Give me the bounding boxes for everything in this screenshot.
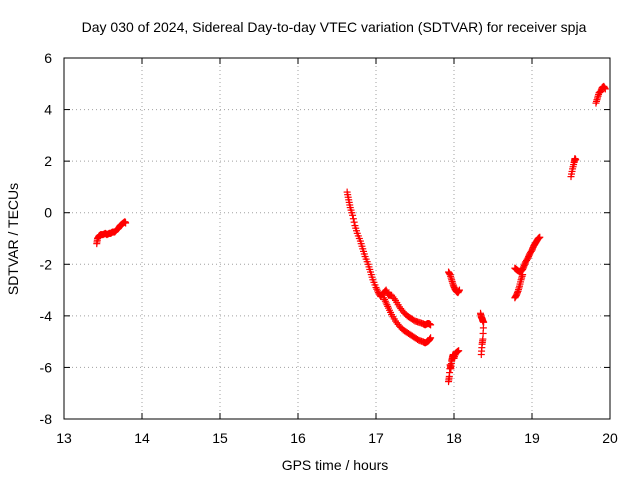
data-point: [349, 211, 357, 219]
chart-title: Day 030 of 2024, Sidereal Day-to-day VTE…: [82, 19, 587, 35]
data-point: [373, 285, 381, 293]
data-point: [427, 321, 435, 329]
data-point: [381, 297, 389, 305]
data-point: [383, 301, 391, 309]
y-tick-label: -8: [40, 411, 53, 427]
data-point: [455, 347, 463, 355]
data-point: [374, 287, 382, 295]
data-point: [572, 156, 580, 164]
data-points: [93, 82, 609, 386]
data-point: [455, 286, 463, 294]
axis-ticks: [63, 57, 611, 420]
x-tick-label: 14: [134, 430, 150, 446]
data-point: [372, 283, 380, 291]
x-tick-label: 18: [446, 430, 462, 446]
y-tick-labels: -8 -6 -4 -2 0 2 4 6: [40, 50, 53, 427]
x-tick-labels: 13 14 15 16 17 18 19 20: [56, 430, 618, 446]
grid-lines: [64, 58, 610, 419]
x-tick-label: 20: [602, 430, 618, 446]
y-axis-label: SDTVAR / TECUs: [5, 183, 21, 295]
data-point: [390, 295, 398, 303]
data-point: [382, 299, 390, 307]
x-tick-label: 16: [290, 430, 306, 446]
y-tick-label: 2: [44, 153, 52, 169]
data-point: [384, 302, 392, 310]
plot-frame: [63, 57, 611, 420]
y-tick-label: 6: [44, 50, 52, 66]
data-point: [122, 219, 130, 227]
data-point: [601, 85, 609, 93]
x-tick-label: 17: [368, 430, 384, 446]
x-tick-label: 15: [212, 430, 228, 446]
data-point: [477, 351, 485, 359]
data-point: [536, 233, 544, 241]
x-axis-label: GPS time / hours: [282, 457, 389, 473]
data-point: [382, 286, 390, 294]
data-point: [381, 296, 389, 304]
data-point: [427, 334, 435, 342]
data-point: [350, 218, 358, 226]
y-tick-label: 0: [44, 205, 52, 221]
y-tick-label: -4: [40, 308, 53, 324]
data-point: [349, 215, 357, 223]
x-tick-label: 19: [524, 430, 540, 446]
y-tick-label: -2: [40, 256, 53, 272]
data-point: [380, 294, 388, 302]
y-tick-label: 4: [44, 102, 52, 118]
x-tick-label: 13: [56, 430, 72, 446]
y-tick-label: -6: [40, 359, 53, 375]
